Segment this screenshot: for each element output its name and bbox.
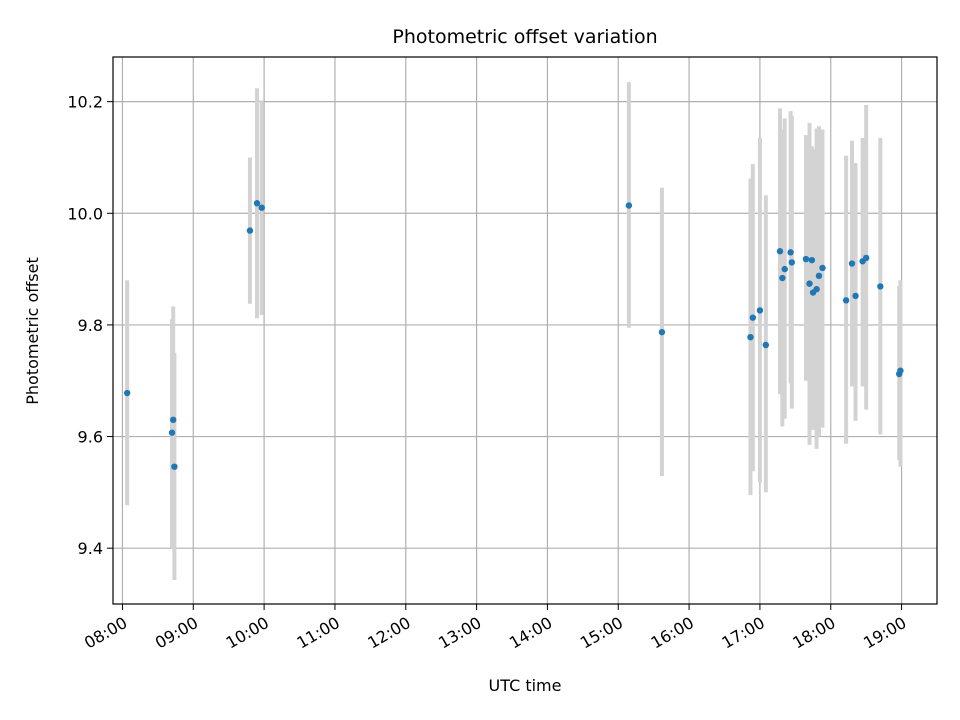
data-point [253, 200, 261, 207]
data-point [781, 265, 788, 273]
data-point [170, 416, 177, 424]
data-point [852, 292, 859, 300]
data-point [862, 254, 870, 262]
y-axis: 9.4 9.6 9.8 10.0 10.2 [67, 93, 113, 558]
data-point [787, 249, 794, 256]
data-point [848, 260, 856, 267]
data-point [749, 314, 757, 321]
y-tick-label: 10.2 [67, 93, 103, 112]
data-point [756, 307, 764, 314]
data-point [123, 389, 131, 397]
data-point [658, 328, 666, 336]
y-axis-label: Photometric offset [23, 257, 42, 405]
data-point [246, 227, 254, 234]
data-point [897, 367, 904, 374]
data-points [123, 200, 904, 470]
y-tick-label: 9.6 [78, 428, 103, 447]
data-point [819, 264, 826, 272]
y-tick-label: 9.8 [78, 316, 103, 335]
y-tick-label: 9.4 [78, 539, 103, 558]
data-point [802, 255, 810, 263]
chart-title: Photometric offset variation [392, 26, 657, 48]
data-point [813, 285, 820, 293]
data-point [168, 429, 176, 436]
data-point [877, 283, 884, 290]
data-point [625, 202, 633, 209]
data-point [808, 256, 816, 264]
data-point [842, 297, 850, 304]
data-point [776, 248, 784, 255]
data-point [815, 272, 823, 279]
data-point [779, 274, 786, 282]
data-point [747, 333, 754, 341]
y-tick-label: 10.0 [67, 204, 103, 223]
data-point [762, 341, 770, 349]
data-point [788, 259, 795, 266]
data-point [806, 280, 813, 287]
plot-frame [112, 56, 938, 605]
x-axis-label: UTC time [489, 676, 562, 695]
data-point [171, 463, 178, 470]
data-point [258, 204, 265, 211]
